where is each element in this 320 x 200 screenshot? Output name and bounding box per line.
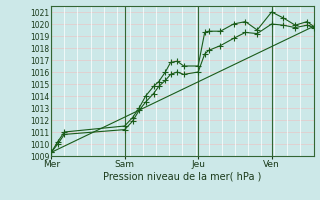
- X-axis label: Pression niveau de la mer( hPa ): Pression niveau de la mer( hPa ): [103, 172, 261, 182]
